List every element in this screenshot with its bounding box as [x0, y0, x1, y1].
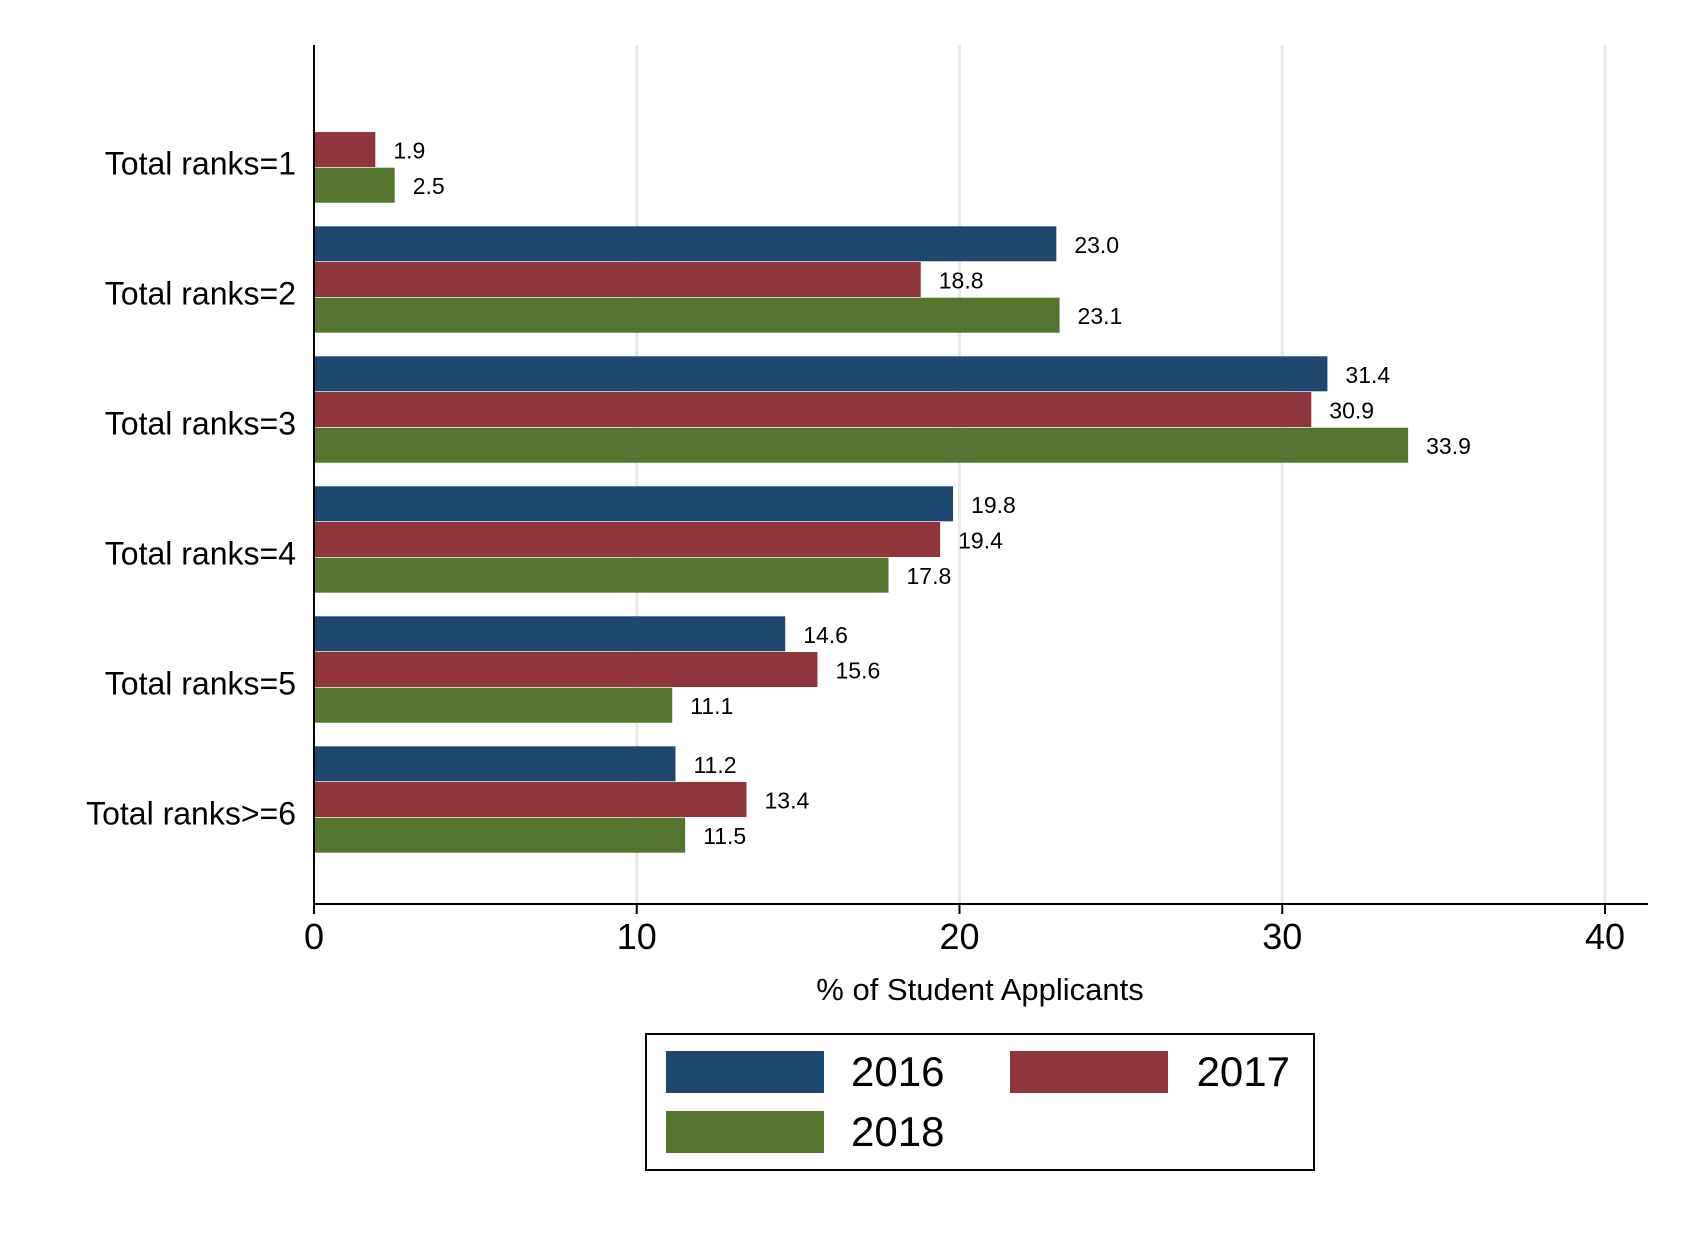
data-label-2018-3: 33.9: [1426, 433, 1471, 459]
bar-2017-5: [314, 652, 818, 687]
bar-2017-3: [314, 392, 1312, 427]
data-label-2017-6: 13.4: [764, 788, 809, 814]
bar-2018-5: [314, 687, 673, 723]
data-label-2016-3: 31.4: [1345, 362, 1390, 388]
bar-2018-3: [314, 427, 1409, 463]
data-label-2016-2: 23.0: [1074, 232, 1119, 258]
bar-2016-2: [314, 226, 1057, 262]
data-label-2018-6: 11.5: [703, 823, 746, 849]
category-label: Total ranks=5: [105, 665, 296, 701]
bar-2018-4: [314, 557, 889, 593]
x-tick-label-10: 10: [617, 916, 657, 957]
legend-label-2017: 2017: [1197, 1048, 1290, 1095]
legend-label-2016: 2016: [851, 1048, 944, 1095]
data-label-2018-1: 2.5: [413, 173, 445, 199]
legend-swatch-2017: [1010, 1051, 1168, 1093]
x-tick-label-30: 30: [1262, 916, 1302, 957]
category-label: Total ranks=1: [105, 145, 296, 181]
bar-2018-1: [314, 167, 395, 203]
category-label: Total ranks=4: [105, 535, 296, 571]
category-labels: Total ranks=1 Total ranks=2 Total ranks=3 T…: [86, 145, 296, 831]
bar-2017-2: [314, 262, 921, 297]
legend-swatch-2018: [666, 1111, 824, 1153]
x-axis-title: % of Student Applicants: [816, 972, 1143, 1007]
bar-2016-3: [314, 356, 1328, 392]
data-label-2017-2: 18.8: [939, 268, 984, 294]
x-tick-label-40: 40: [1585, 916, 1625, 957]
data-label-2017-1: 1.9: [393, 138, 425, 164]
legend-label-2018: 2018: [851, 1108, 944, 1155]
data-label-2017-4: 19.4: [958, 528, 1003, 554]
bar-2018-6: [314, 817, 686, 853]
data-label-2018-4: 17.8: [906, 563, 951, 589]
bar-2016-4: [314, 486, 954, 522]
legend: 2016 2017 2018: [645, 1033, 1315, 1171]
x-tick-label-20: 20: [939, 916, 979, 957]
data-label-2018-2: 23.1: [1078, 303, 1123, 329]
legend-swatch-2016: [666, 1051, 824, 1093]
data-label-2016-5: 14.6: [803, 622, 848, 648]
bar-2016-5: [314, 616, 786, 652]
category-label: Total ranks=3: [105, 405, 296, 441]
bar-2018-2: [314, 297, 1060, 333]
bar-2017-1: [314, 132, 376, 167]
category-label: Total ranks>=6: [86, 795, 296, 831]
bars: [314, 132, 1409, 853]
data-labels: 1.9 2.5 23.0 18.8 23.1 31.4 30.9 33.9 19.8 19.4 17…: [393, 138, 1471, 850]
bar-2017-4: [314, 522, 941, 557]
category-label: Total ranks=2: [105, 275, 296, 311]
x-tick-label-0: 0: [304, 916, 324, 957]
data-label-2016-4: 19.8: [971, 492, 1016, 518]
axes: [313, 45, 1648, 905]
data-label-2016-6: 11.2: [693, 752, 736, 778]
x-tick-labels: 0 10 20 30 40: [304, 904, 1625, 957]
data-label-2018-5: 11.1: [690, 693, 733, 719]
bar-2017-6: [314, 782, 747, 817]
data-label-2017-5: 15.6: [835, 658, 880, 684]
data-label-2017-3: 30.9: [1329, 398, 1374, 424]
bar-2016-6: [314, 746, 676, 782]
